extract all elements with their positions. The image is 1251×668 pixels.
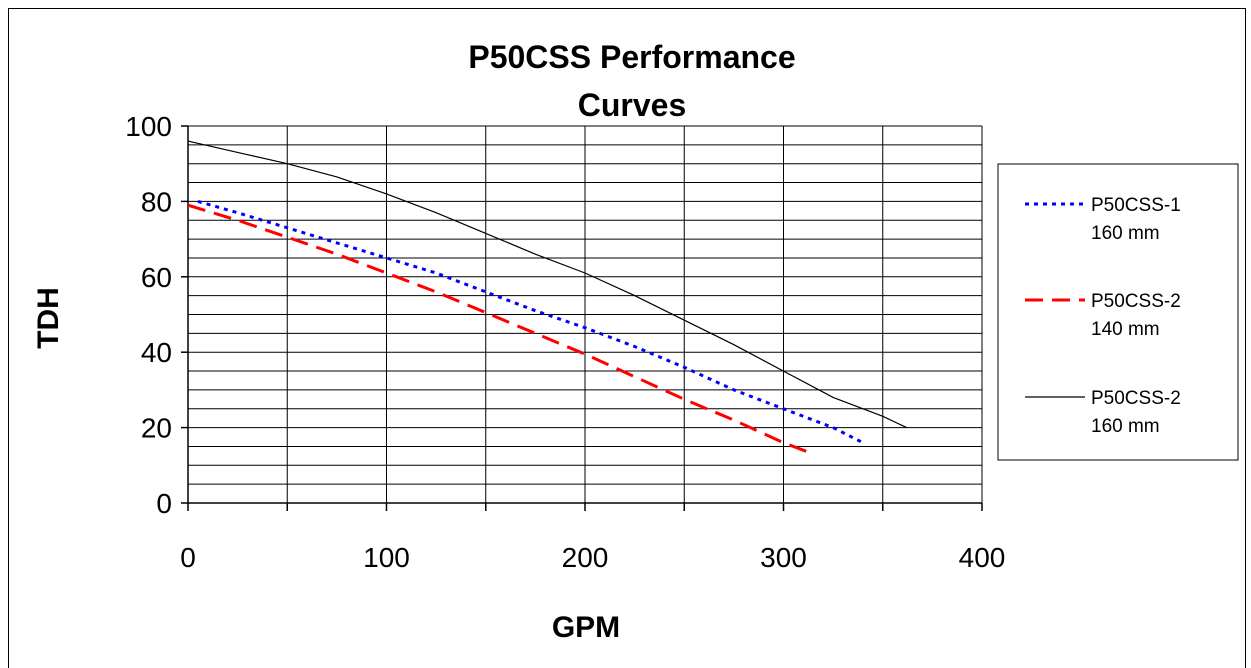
x-tick-label: 200 (562, 542, 609, 573)
y-tick-label: 40 (141, 337, 172, 368)
chart-title-line-1: P50CSS Performance (468, 39, 795, 75)
y-tick-label: 60 (141, 262, 172, 293)
legend-label-series-1-line-1: P50CSS-1 (1091, 195, 1181, 216)
legend-label-series-3-line-2: 160 mm (1091, 416, 1160, 437)
y-tick-label: 20 (141, 413, 172, 444)
legend-box (997, 163, 1239, 461)
x-tick-label: 300 (760, 542, 807, 573)
tick-labels: 0 20 40 60 80 100 0 100 200 300 400 (125, 111, 1005, 573)
y-axis-title: TDH (32, 287, 65, 349)
y-tick-label: 100 (125, 111, 172, 142)
x-tick-label: 0 (180, 542, 196, 573)
x-axis-title: GPM (552, 611, 620, 644)
x-tick-label: 400 (959, 542, 1006, 573)
y-tick-label: 80 (141, 186, 172, 217)
legend-label-series-1-line-2: 160 mm (1091, 223, 1160, 244)
legend: P50CSS-1 160 mm P50CSS-2 140 mm P50CSS-2… (997, 163, 1239, 461)
series-line-3 (187, 140, 907, 429)
chart-title-line-2: Curves (578, 87, 687, 123)
legend-label-series-2-line-1: P50CSS-2 (1091, 291, 1181, 312)
y-tick-label: 0 (156, 488, 172, 519)
series-lines (187, 140, 907, 456)
chart-frame (8, 8, 1246, 668)
series-line-2 (187, 203, 814, 456)
performance-chart: P50CSS Performance Curves 0 20 40 60 80 100 0 1… (32, 39, 1239, 644)
legend-label-series-2-line-2: 140 mm (1091, 319, 1160, 340)
legend-label-series-3-line-1: P50CSS-2 (1091, 388, 1181, 409)
grid (188, 125, 983, 503)
series-line-1 (197, 199, 864, 445)
x-tick-label: 100 (363, 542, 410, 573)
axes (181, 125, 983, 511)
